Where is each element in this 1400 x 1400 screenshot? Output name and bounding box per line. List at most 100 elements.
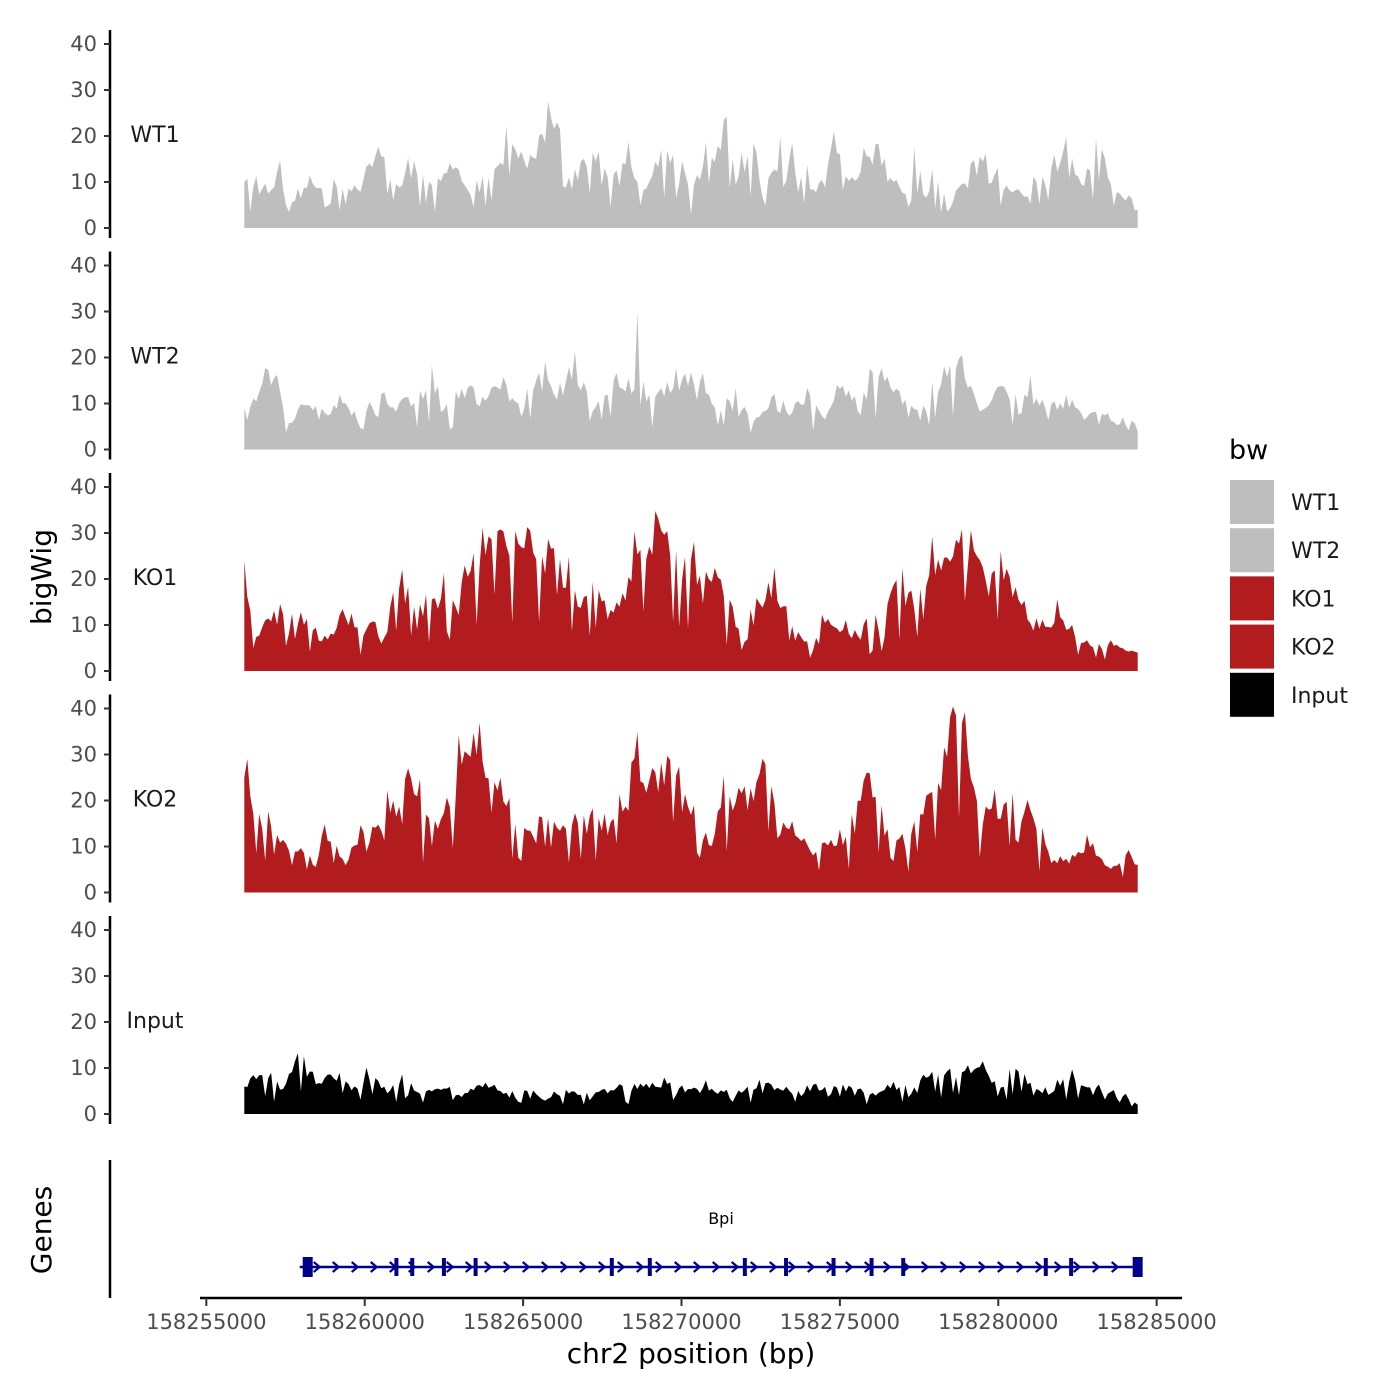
y-tick-label: 0	[84, 881, 97, 905]
exon	[742, 1258, 747, 1276]
y-tick-label: 30	[70, 300, 97, 324]
y-tick-label: 20	[70, 567, 97, 591]
legend-label: KO1	[1291, 587, 1336, 612]
legend-swatch	[1230, 672, 1274, 717]
x-axis-ticks: 158255000 158260000 158265000 158270000 1582…	[146, 1298, 1217, 1334]
strand-arrow	[635, 1261, 645, 1273]
y-tick-label: 10	[70, 392, 97, 416]
legend-title: bw	[1229, 435, 1268, 466]
exon	[609, 1258, 614, 1276]
exon	[394, 1258, 399, 1276]
legend-label: Input	[1291, 684, 1348, 709]
strand-arrow	[1053, 1261, 1063, 1273]
y-tick-label: 40	[70, 32, 97, 56]
strand-arrow	[730, 1261, 740, 1273]
y-tick-label: 0	[84, 1102, 97, 1126]
y-tick-label: 10	[70, 835, 97, 859]
exon	[1069, 1258, 1074, 1276]
coverage-tracks: 0 10 20 30 40 WT1 0 10 20 30 40 WT2 0 10 20 30 40 KO1 0 10 2…	[70, 30, 1138, 1126]
legend-label: WT2	[1291, 539, 1340, 564]
gene-model	[299, 1257, 1143, 1277]
coverage-area-wt2	[244, 312, 1138, 450]
exon	[831, 1258, 836, 1276]
y-tick-label: 40	[70, 254, 97, 278]
y-tick-label: 40	[70, 918, 97, 942]
strand-arrow	[996, 1261, 1006, 1273]
y-tick-label: 20	[70, 789, 97, 813]
exon	[647, 1258, 652, 1276]
strand-arrow	[483, 1261, 493, 1273]
exon	[410, 1258, 415, 1276]
strand-arrow	[1034, 1261, 1044, 1273]
legend-items: WT1 WT2 KO1 KO2 Input	[1230, 480, 1348, 717]
strand-arrow	[749, 1261, 759, 1273]
exon	[302, 1257, 313, 1277]
strand-arrow	[939, 1261, 949, 1273]
y-tick-label: 30	[70, 743, 97, 767]
strand-arrow	[787, 1261, 797, 1273]
coverage-area-input	[244, 1053, 1138, 1114]
y-tick-label: 10	[70, 613, 97, 637]
strand-arrow	[844, 1261, 854, 1273]
track-wt2: 0 10 20 30 40 WT2	[70, 251, 1138, 462]
exon	[441, 1258, 446, 1276]
x-tick-label: 158280000	[938, 1310, 1058, 1334]
track-label-wt2: WT2	[130, 345, 179, 370]
strand-arrow	[350, 1261, 360, 1273]
legend-label: WT1	[1291, 491, 1340, 516]
coverage-area-wt1	[244, 101, 1138, 228]
track-wt1: 0 10 20 30 40 WT1	[70, 30, 1138, 240]
y-tick-label: 20	[70, 1010, 97, 1034]
strand-arrow	[331, 1261, 341, 1273]
track-ko1: 0 10 20 30 40 KO1	[70, 473, 1138, 683]
strand-arrow	[806, 1261, 816, 1273]
strand-arrow	[711, 1261, 721, 1273]
strand-arrow	[464, 1261, 474, 1273]
legend-item-wt2: WT2	[1230, 528, 1340, 573]
genes-panel: Genes Bpi	[25, 1160, 1143, 1298]
strand-arrow	[616, 1261, 626, 1273]
track-label-ko1: KO1	[133, 566, 178, 591]
exon	[1132, 1257, 1143, 1277]
y-tick-label: 40	[70, 475, 97, 499]
strand-arrow	[920, 1261, 930, 1273]
y-tick-label: 10	[70, 170, 97, 194]
legend-item-input: Input	[1230, 672, 1348, 717]
y-tick-label: 40	[70, 697, 97, 721]
x-tick-label: 158260000	[305, 1310, 425, 1334]
strand-arrow	[958, 1261, 968, 1273]
exon	[1043, 1258, 1048, 1276]
strand-arrow	[559, 1261, 569, 1273]
y-axis-title: bigWig	[25, 529, 58, 625]
strand-arrow	[977, 1261, 987, 1273]
track-input: 0 10 20 30 40 Input	[70, 916, 1138, 1126]
strand-arrow	[673, 1261, 683, 1273]
legend-swatch	[1230, 624, 1274, 669]
y-tick-label: 30	[70, 78, 97, 102]
legend-item-wt1: WT1	[1230, 480, 1340, 524]
legend-swatch	[1230, 576, 1274, 621]
coverage-area-ko1	[244, 511, 1138, 671]
x-axis-title: chr2 position (bp)	[567, 1337, 816, 1370]
y-tick-label: 10	[70, 1056, 97, 1080]
legend-swatch	[1230, 480, 1274, 524]
y-tick-label: 20	[70, 124, 97, 148]
y-tick-label: 20	[70, 346, 97, 370]
x-tick-label: 158285000	[1097, 1310, 1217, 1334]
track-ko2: 0 10 20 30 40 KO2	[70, 694, 1138, 905]
exon	[473, 1258, 478, 1276]
strand-arrow	[882, 1261, 892, 1273]
legend-item-ko2: KO2	[1230, 624, 1336, 669]
x-tick-label: 158270000	[621, 1310, 741, 1334]
strand-arrow	[369, 1261, 379, 1273]
strand-arrow	[540, 1261, 550, 1273]
x-tick-label: 158255000	[146, 1310, 266, 1334]
track-label-input: Input	[127, 1009, 184, 1034]
strand-arrow	[768, 1261, 778, 1273]
y-tick-label: 30	[70, 964, 97, 988]
strand-arrow	[1072, 1261, 1082, 1273]
track-label-ko2: KO2	[133, 788, 178, 813]
strand-arrow	[445, 1261, 455, 1273]
strand-arrow	[654, 1261, 664, 1273]
